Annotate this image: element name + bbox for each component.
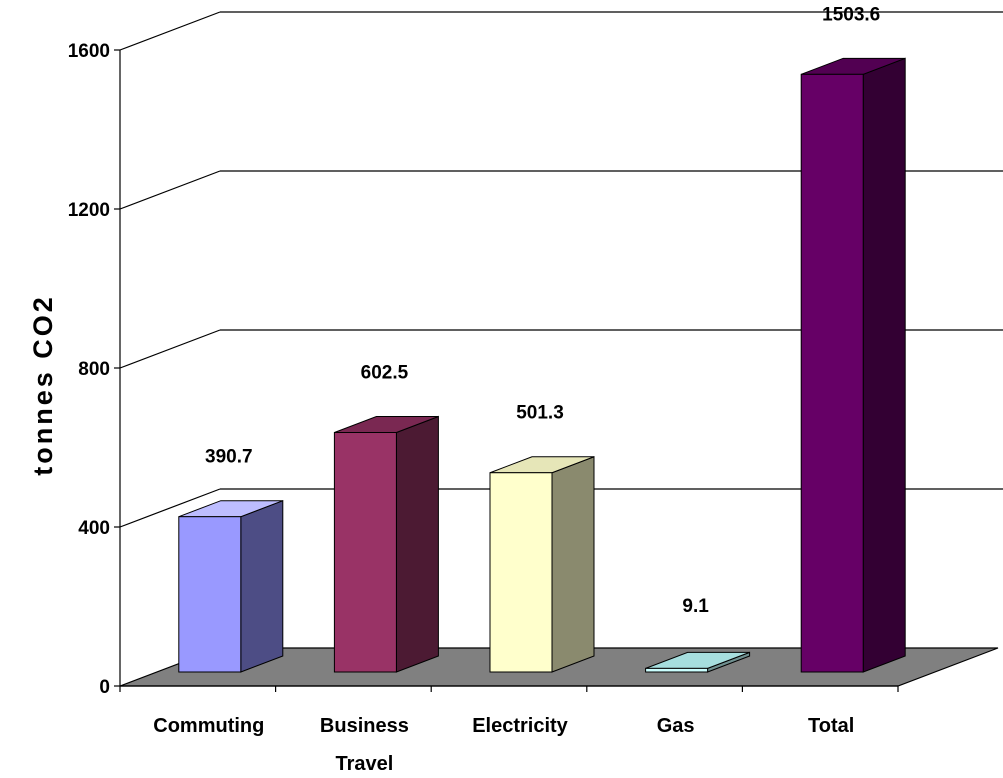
x-tick-label: Commuting xyxy=(153,715,264,737)
bar xyxy=(333,415,439,673)
x-tick-label: Business Travel xyxy=(320,715,409,775)
bar xyxy=(489,456,595,673)
bars xyxy=(178,57,906,673)
y-tick-label: 1200 xyxy=(68,200,110,221)
data-label: 390.7 xyxy=(205,447,253,468)
x-axis: Commuting Business Travel Electricity Gas Tot… xyxy=(119,685,899,775)
data-labels: 390.7 602.5 501.3 9.1 1503.6 xyxy=(205,4,880,617)
y-tick-label: 0 xyxy=(99,677,110,698)
y-axis-title: tonnes CO2 xyxy=(28,294,58,476)
data-label: 9.1 xyxy=(682,596,709,617)
x-tick-label: Gas xyxy=(657,715,695,737)
data-label: 1503.6 xyxy=(822,4,880,25)
x-tick-label: Total xyxy=(808,715,854,737)
y-tick-label: 1600 xyxy=(68,41,110,62)
bar xyxy=(178,499,284,673)
data-label: 501.3 xyxy=(516,403,564,424)
data-label: 602.5 xyxy=(361,363,409,384)
gridline xyxy=(119,11,1003,51)
y-axis: 0 400 800 1200 1600 xyxy=(68,41,121,698)
y-tick-label: 400 xyxy=(78,518,110,539)
y-tick-label: 800 xyxy=(78,359,110,380)
x-tick-label: Electricity xyxy=(472,715,568,737)
bar xyxy=(800,57,906,673)
bar xyxy=(645,651,751,673)
